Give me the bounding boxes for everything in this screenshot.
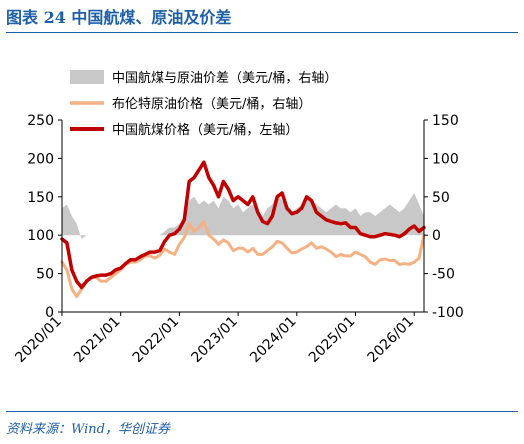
legend-jetfuel-label: 中国航煤价格（美元/桶，左轴） [112, 122, 298, 138]
left-tick-label: 100 [27, 228, 54, 244]
right-tick-label: 150 [432, 113, 459, 129]
legend-spread-swatch [70, 70, 104, 84]
x-tick-label: 2022/01 [130, 314, 182, 366]
right-tick-label: 50 [432, 190, 450, 206]
right-tick-label: 0 [432, 228, 441, 244]
legend-spread-label: 中国航煤与原油价差（美元/桶，右轴） [112, 70, 337, 86]
x-tick-label: 2021/01 [71, 314, 123, 366]
left-tick-label: 150 [27, 190, 54, 206]
left-tick-label: 250 [27, 113, 54, 129]
source-rule [6, 411, 518, 412]
right-tick-label: -100 [432, 305, 464, 321]
x-tick-label: 2023/01 [188, 314, 240, 366]
x-tick-label: 2020/01 [12, 314, 64, 366]
legend-brent-label: 布伦特原油价格（美元/桶，右轴） [112, 96, 311, 112]
left-tick-label: 200 [27, 151, 54, 167]
right-tick-label: -50 [432, 267, 455, 283]
plot-area [62, 162, 424, 296]
x-tick-label: 2025/01 [306, 314, 358, 366]
x-tick-label: 2026/01 [365, 314, 417, 366]
legend: 中国航煤与原油价差（美元/桶，右轴） 布伦特原油价格（美元/桶，右轴） 中国航煤价格… [70, 70, 337, 138]
x-tick-label: 2024/01 [247, 314, 299, 366]
right-tick-label: 100 [432, 151, 459, 167]
left-tick-label: 50 [36, 267, 54, 283]
source-note: 资料来源：Wind，华创证券 [6, 418, 170, 437]
